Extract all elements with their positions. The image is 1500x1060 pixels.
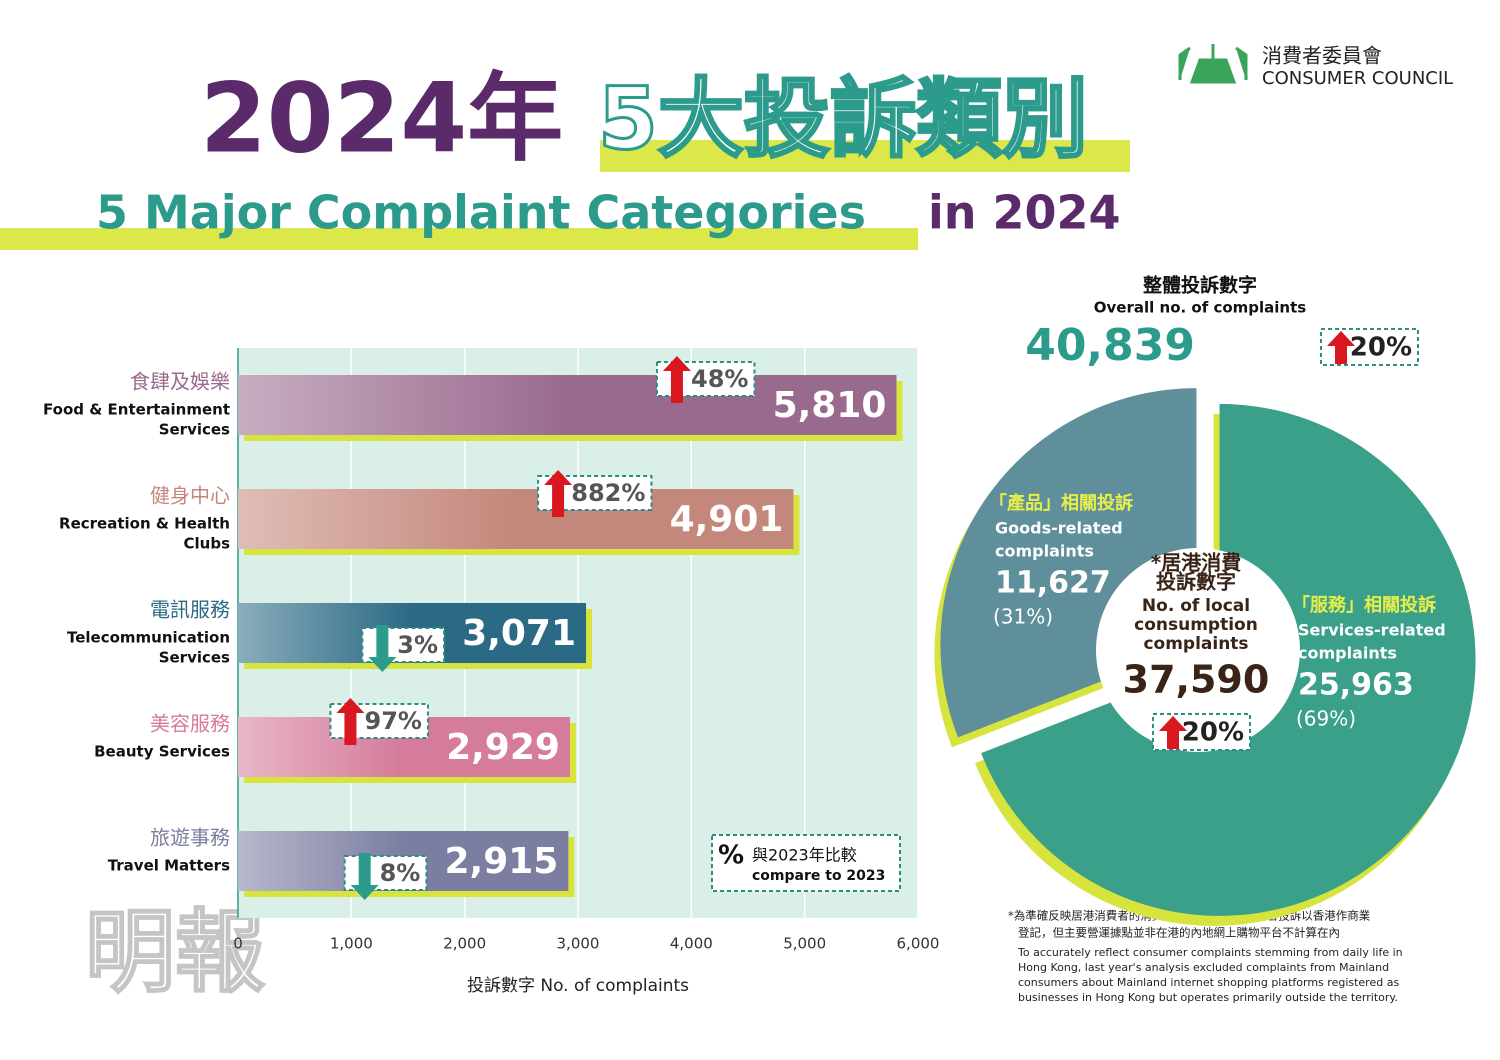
center-text: complaints [1143, 634, 1248, 654]
center-value: 37,590 [1123, 658, 1270, 702]
category-label: 食肆及娛樂 [130, 370, 230, 394]
change-label: 97% [365, 707, 422, 735]
slice-label-en: complaints [995, 542, 1094, 561]
slice-label: 「服務」相關投訴 [1292, 594, 1436, 616]
footnote-en: To accurately reflect consumer complaint… [1017, 946, 1403, 959]
watermark: 明報 [85, 900, 265, 1005]
change-label: 48% [691, 365, 748, 393]
pie-title: 整體投訴數字 [1143, 274, 1257, 297]
arrow-down [368, 625, 397, 672]
x-tick-label: 6,000 [897, 935, 940, 953]
category-label-en: Recreation & Health [59, 515, 230, 533]
category-label-en: Services [159, 421, 230, 439]
center-circle [1096, 548, 1300, 752]
change-badge [361, 627, 446, 663]
x-tick-label: 2,000 [443, 935, 486, 953]
footnote-en: Hong Kong, last year's analysis excluded… [1018, 961, 1389, 974]
arrow-up [1327, 331, 1355, 364]
change-label: 3% [397, 631, 438, 659]
change-label: 20% [1182, 718, 1244, 748]
subtitle-main: 5 Major Complaint Categories [96, 186, 866, 240]
pie-title-en: Overall no. of complaints [1094, 299, 1307, 317]
category-label-en: Clubs [184, 535, 231, 553]
bar-sheen [238, 375, 897, 435]
x-tick-label: 5,000 [783, 935, 826, 953]
logo: 消費者委員會 CONSUMER COUNCIL [1178, 44, 1453, 89]
slice-value: 25,963 [1298, 668, 1414, 703]
slice-label-en: Goods-related [995, 519, 1123, 538]
legend-box [711, 834, 901, 892]
change-badge [343, 855, 428, 891]
title-highlight [600, 140, 1130, 172]
logo-en: CONSUMER COUNCIL [1262, 68, 1453, 89]
center-text: 投訴數字 [1156, 570, 1236, 594]
slice-label: 「產品」相關投訴 [989, 492, 1133, 514]
value-label: 2,915 [444, 841, 558, 882]
value-label: 3,071 [462, 613, 576, 654]
slice-percent: (31%) [993, 605, 1053, 629]
title-main: 5大投訴類別 [598, 69, 1088, 169]
category-label: 旅遊事務 [150, 826, 230, 850]
x-tick-label: 4,000 [670, 935, 713, 953]
category-label: 健身中心 [150, 484, 230, 508]
category-label-en: Telecommunication [67, 629, 230, 647]
slice-percent: (69%) [1296, 707, 1356, 731]
center-text: *居港消費 [1151, 551, 1241, 575]
footnote-en: consumers about Mainland internet shoppi… [1018, 976, 1399, 989]
bar-sheen [238, 489, 794, 549]
category-label: 電訊服務 [150, 598, 230, 622]
subtitle-highlight [0, 228, 918, 250]
change-label: 882% [571, 479, 645, 507]
footnote-zh: 登記，但主要營運據點並非在港的內地網上購物平台不計算在內 [1018, 926, 1340, 940]
x-tick-label: 3,000 [557, 935, 600, 953]
logo-icon [1178, 44, 1248, 84]
x-tick-label: 1,000 [330, 935, 373, 953]
center-text: consumption [1134, 615, 1258, 635]
category-label-en: Beauty Services [94, 743, 230, 761]
x-tick-label: 0 [233, 935, 243, 953]
footnote-en: businesses in Hong Kong but operates pri… [1018, 991, 1398, 1004]
x-axis-label: 投訴數字 No. of complaints [467, 976, 689, 996]
arrow-down [350, 853, 379, 900]
legend-zh: 與2023年比較 [752, 846, 857, 865]
category-label-en: Services [159, 649, 230, 667]
slice-label-en: complaints [1298, 644, 1397, 663]
arrow-up [1159, 716, 1187, 749]
center-text: No. of local [1142, 596, 1250, 616]
logo-zh: 消費者委員會 [1262, 44, 1382, 68]
category-label-en: Travel Matters [108, 857, 230, 875]
value-label: 5,810 [773, 385, 887, 426]
slice-label-en: Services-related [1298, 621, 1446, 640]
value-label: 2,929 [446, 727, 560, 768]
slice-value: 11,627 [995, 566, 1111, 601]
title-year: 2024年 [200, 62, 563, 174]
value-label: 4,901 [670, 499, 784, 540]
legend-symbol: % [718, 841, 744, 871]
change-label: 20% [1350, 333, 1412, 363]
arrow-up [544, 470, 573, 517]
category-label: 美容服務 [150, 712, 230, 736]
change-label: 8% [380, 859, 421, 887]
legend-en: compare to 2023 [752, 868, 885, 884]
category-label-en: Food & Entertainment [43, 401, 230, 419]
arrow-up [662, 356, 691, 403]
total-value: 40,839 [1025, 320, 1195, 371]
arrow-up [336, 698, 365, 745]
subtitle-year: in 2024 [928, 186, 1121, 240]
